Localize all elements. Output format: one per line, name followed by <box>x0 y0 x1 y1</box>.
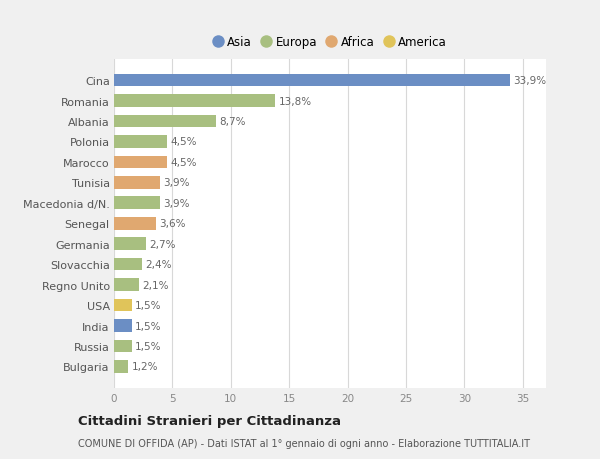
Bar <box>114 319 131 332</box>
Text: 1,5%: 1,5% <box>135 321 161 331</box>
Text: 2,7%: 2,7% <box>149 239 176 249</box>
Bar <box>114 238 146 251</box>
Text: 33,9%: 33,9% <box>514 76 547 86</box>
Text: 1,5%: 1,5% <box>135 341 161 351</box>
Text: 3,6%: 3,6% <box>160 219 186 229</box>
Bar <box>114 197 160 210</box>
Bar <box>114 218 156 230</box>
Bar <box>114 74 510 87</box>
Bar <box>114 115 215 128</box>
Text: 4,5%: 4,5% <box>170 137 197 147</box>
Bar <box>114 299 131 312</box>
Text: 1,5%: 1,5% <box>135 300 161 310</box>
Bar <box>114 136 167 148</box>
Bar <box>114 95 275 108</box>
Bar <box>114 360 128 373</box>
Text: COMUNE DI OFFIDA (AP) - Dati ISTAT al 1° gennaio di ogni anno - Elaborazione TUT: COMUNE DI OFFIDA (AP) - Dati ISTAT al 1°… <box>78 438 530 448</box>
Text: 2,4%: 2,4% <box>146 260 172 269</box>
Bar <box>114 156 167 169</box>
Bar <box>114 340 131 353</box>
Legend: Asia, Europa, Africa, America: Asia, Europa, Africa, America <box>209 33 451 53</box>
Text: 13,8%: 13,8% <box>278 96 312 106</box>
Text: Cittadini Stranieri per Cittadinanza: Cittadini Stranieri per Cittadinanza <box>78 414 341 428</box>
Text: 2,1%: 2,1% <box>142 280 169 290</box>
Text: 1,2%: 1,2% <box>131 362 158 372</box>
Text: 3,9%: 3,9% <box>163 198 190 208</box>
Bar <box>114 279 139 291</box>
Text: 8,7%: 8,7% <box>219 117 245 127</box>
Text: 3,9%: 3,9% <box>163 178 190 188</box>
Text: 4,5%: 4,5% <box>170 157 197 168</box>
Bar <box>114 258 142 271</box>
Bar <box>114 177 160 189</box>
